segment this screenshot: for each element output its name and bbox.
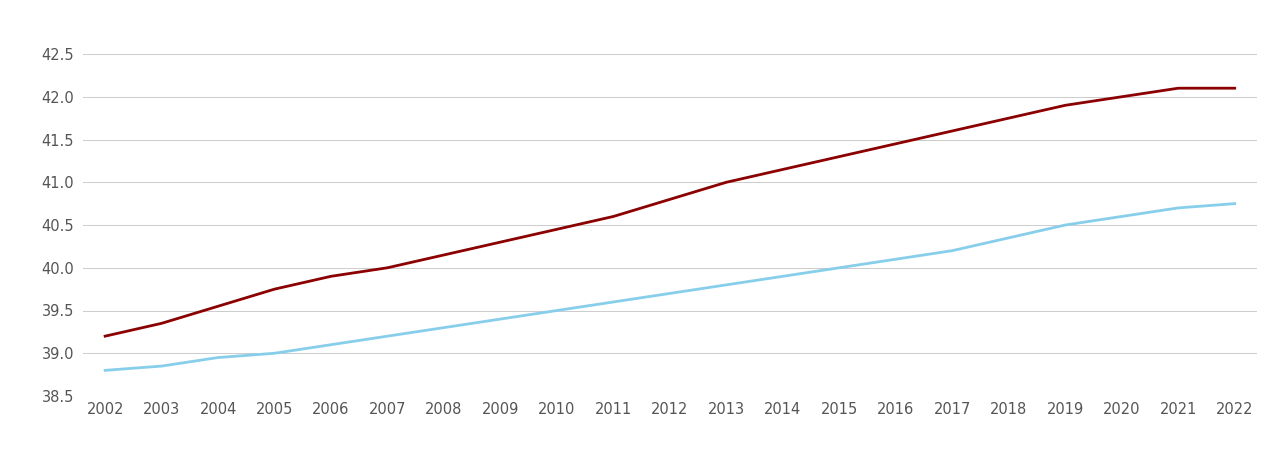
Durham xyxy=(719,180,734,185)
England & Wales avg. age xyxy=(211,355,226,360)
England & Wales avg. age xyxy=(1114,214,1129,219)
Durham xyxy=(1058,103,1073,108)
England & Wales avg. age xyxy=(437,325,452,330)
Line: Durham: Durham xyxy=(105,88,1234,336)
Durham xyxy=(380,265,395,270)
England & Wales avg. age xyxy=(1058,222,1073,228)
England & Wales avg. age xyxy=(1001,235,1016,240)
England & Wales avg. age xyxy=(888,256,903,262)
Durham xyxy=(606,214,621,219)
Durham xyxy=(211,304,226,309)
Line: England & Wales avg. age: England & Wales avg. age xyxy=(105,203,1234,370)
England & Wales avg. age xyxy=(98,368,113,373)
England & Wales avg. age xyxy=(324,342,339,347)
Durham xyxy=(437,252,452,258)
Durham xyxy=(550,226,565,232)
England & Wales avg. age xyxy=(606,299,621,305)
Durham xyxy=(662,197,677,202)
Durham xyxy=(888,141,903,146)
England & Wales avg. age xyxy=(154,363,169,369)
England & Wales avg. age xyxy=(267,351,282,356)
Durham xyxy=(324,274,339,279)
Durham xyxy=(1227,86,1242,91)
England & Wales avg. age xyxy=(662,291,677,296)
England & Wales avg. age xyxy=(1171,205,1186,211)
Durham xyxy=(775,167,790,172)
England & Wales avg. age xyxy=(550,308,565,313)
Durham xyxy=(267,287,282,292)
Durham xyxy=(98,333,113,339)
Durham xyxy=(1114,94,1129,99)
Durham xyxy=(493,239,508,245)
England & Wales avg. age xyxy=(380,333,395,339)
Durham xyxy=(154,320,169,326)
England & Wales avg. age xyxy=(1227,201,1242,206)
England & Wales avg. age xyxy=(719,282,734,288)
England & Wales avg. age xyxy=(493,316,508,322)
Durham xyxy=(945,128,960,134)
Durham xyxy=(1001,115,1016,121)
England & Wales avg. age xyxy=(832,265,847,270)
England & Wales avg. age xyxy=(775,274,790,279)
Durham xyxy=(1171,86,1186,91)
England & Wales avg. age xyxy=(945,248,960,253)
Durham xyxy=(832,154,847,159)
